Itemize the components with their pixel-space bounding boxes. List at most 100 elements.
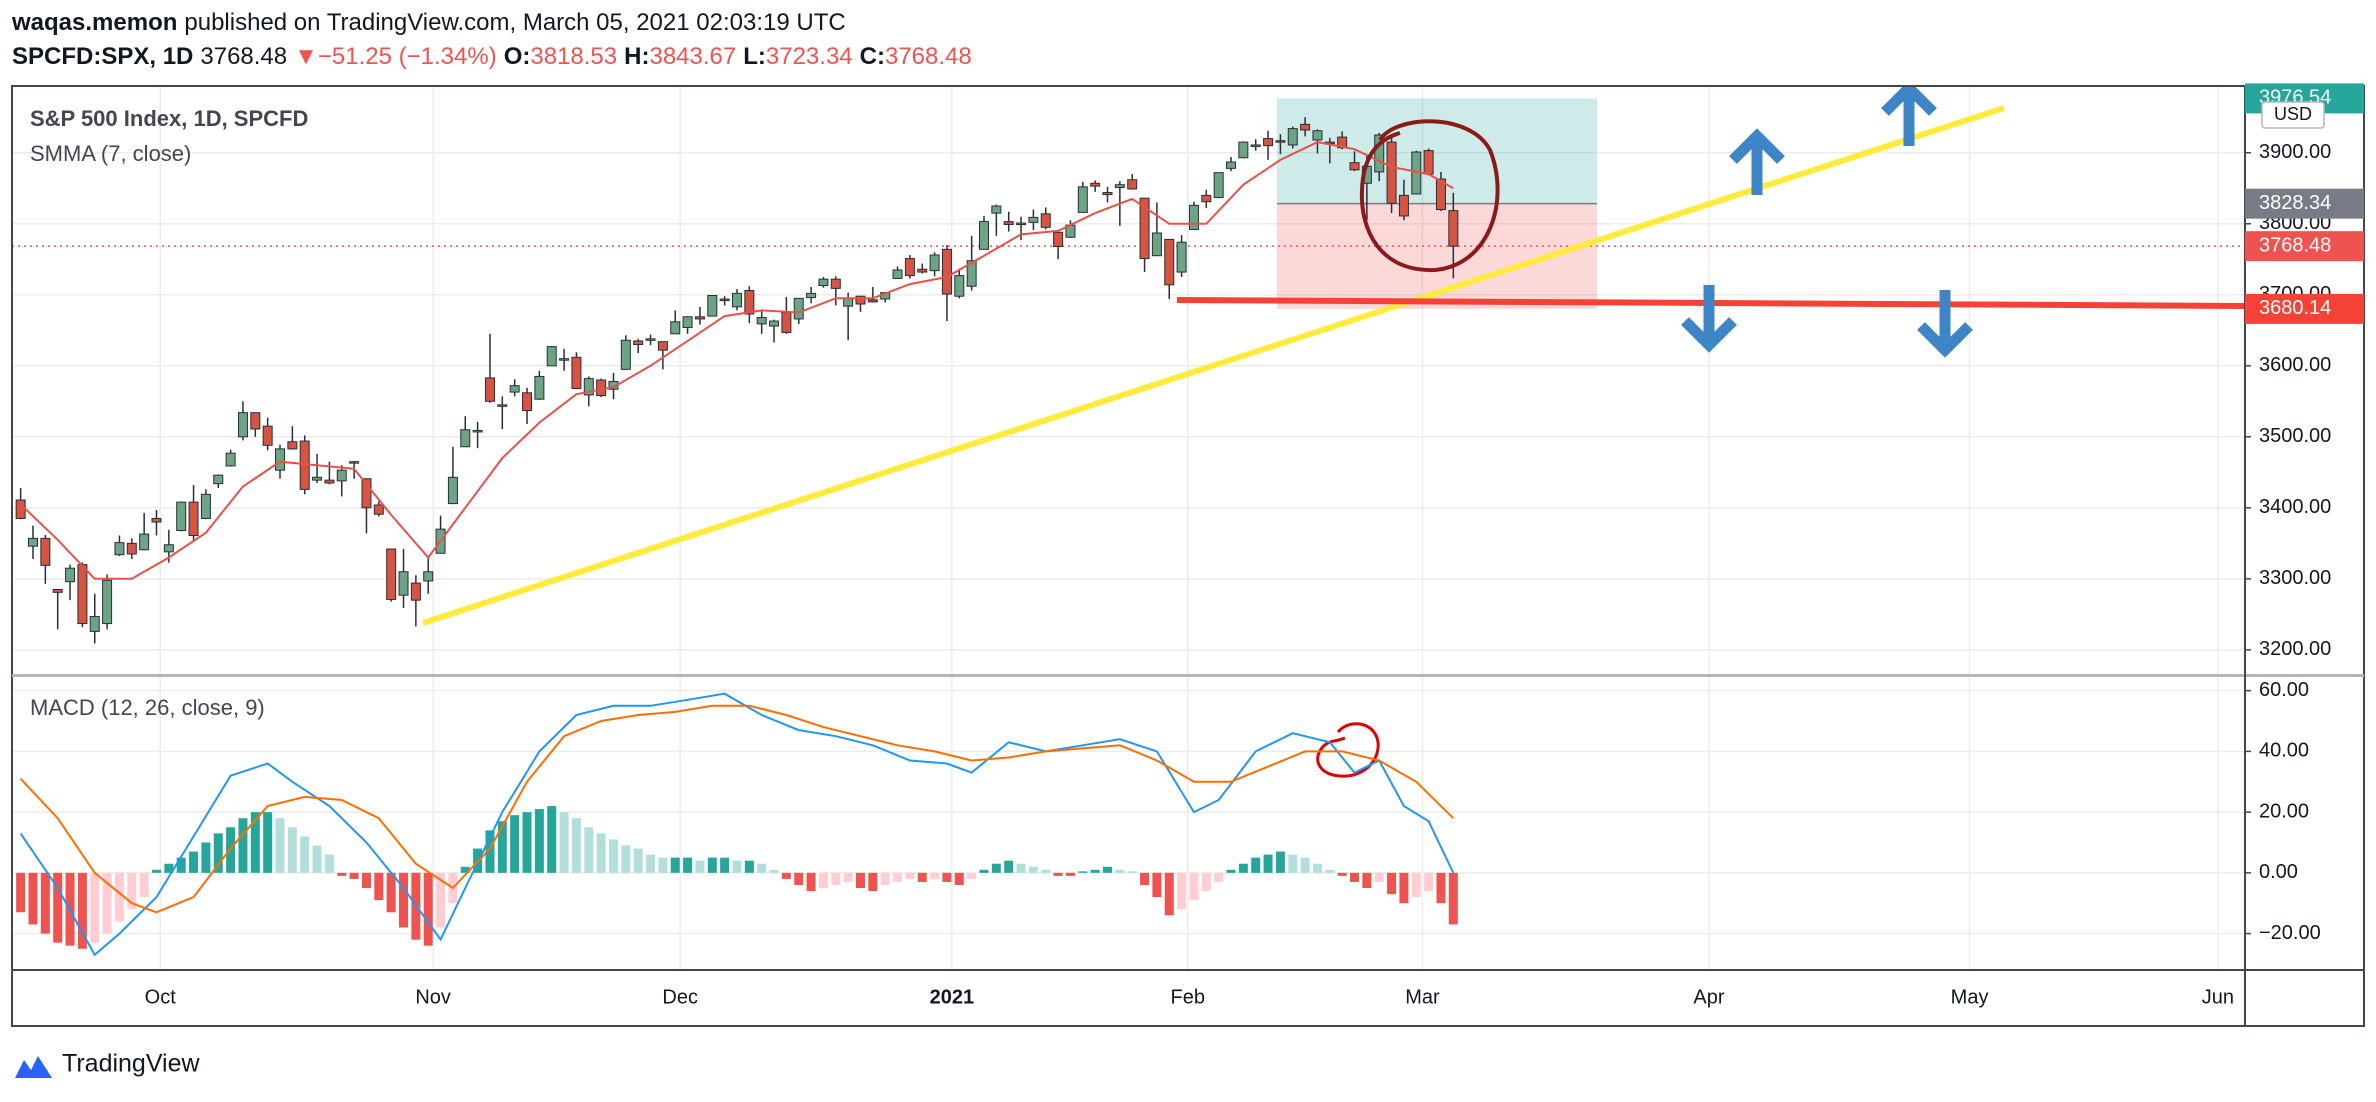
- histogram-bar: [1053, 872, 1063, 876]
- histogram-bar: [1115, 869, 1125, 873]
- histogram-bar: [1251, 857, 1261, 873]
- candle-body: [40, 537, 51, 566]
- candle-body: [1374, 134, 1385, 173]
- candle-body: [139, 533, 150, 551]
- histogram-bar: [880, 872, 890, 885]
- candle-body: [102, 579, 113, 625]
- candle-body: [114, 542, 125, 556]
- histogram-bar: [979, 869, 989, 873]
- histogram-bar: [695, 860, 705, 873]
- histogram-bar: [1127, 871, 1137, 873]
- candle-body: [77, 564, 88, 625]
- histogram-bar: [1374, 872, 1384, 882]
- candle-body: [1238, 141, 1249, 159]
- histogram-bar: [510, 815, 520, 873]
- candle-body: [1077, 186, 1088, 213]
- candle-body: [1226, 161, 1237, 169]
- histogram-bar: [769, 869, 779, 873]
- histogram-bar: [1090, 869, 1100, 873]
- price-label: 3768.48: [2259, 234, 2331, 256]
- histogram-bar: [485, 830, 495, 873]
- histogram-bar: [1016, 863, 1026, 873]
- histogram-bar: [189, 851, 199, 873]
- price-label-box: [2245, 293, 2364, 324]
- candle-body: [633, 340, 644, 345]
- candle-body: [15, 499, 26, 519]
- price-pane: [12, 98, 2245, 644]
- candle-body: [1114, 184, 1125, 189]
- histogram-bar: [436, 872, 446, 928]
- candle-body: [1201, 194, 1212, 203]
- macd-pane: [16, 692, 1458, 957]
- candle-body: [719, 298, 730, 302]
- candle-body: [237, 412, 248, 438]
- candle-body: [744, 290, 755, 315]
- y-tick-label: 3900.00: [2259, 141, 2331, 163]
- histogram-bar: [1263, 854, 1273, 873]
- candle-body: [929, 254, 940, 272]
- candle-body: [781, 312, 792, 333]
- histogram-bar: [423, 872, 433, 946]
- histogram-bar: [646, 854, 656, 873]
- currency: USD: [2274, 104, 2312, 124]
- down-arrow: [1681, 285, 1737, 353]
- published: published on TradingView.com, March 05, …: [184, 9, 846, 36]
- histogram-bar: [584, 827, 594, 873]
- candle-body: [1275, 140, 1286, 143]
- ohlc-key: O:: [503, 43, 531, 70]
- histogram-bar: [1399, 872, 1409, 904]
- candle-body: [163, 544, 174, 553]
- y-tick-label: 40.00: [2259, 740, 2309, 762]
- histogram-bar: [201, 842, 211, 873]
- candle-body: [843, 297, 854, 307]
- candle-body: [620, 339, 631, 370]
- histogram-bar: [1140, 872, 1150, 885]
- histogram-bar: [324, 854, 334, 873]
- x-tick-label: Oct: [145, 986, 177, 1008]
- histogram-bar: [1424, 872, 1434, 892]
- candle-body: [769, 320, 780, 327]
- histogram-bar: [1312, 863, 1322, 873]
- price-label-box: [2245, 188, 2364, 219]
- histogram-bar: [1152, 872, 1162, 898]
- histogram-bar: [1238, 863, 1248, 873]
- histogram-bar: [683, 857, 693, 873]
- histogram-bar: [621, 845, 631, 873]
- histogram-bar: [757, 863, 767, 873]
- histogram-bar: [460, 866, 470, 873]
- symbol: SPCFD:SPX, 1D: [12, 43, 194, 70]
- x-tick-label: Jun: [2202, 986, 2234, 1008]
- candle-body: [213, 474, 224, 485]
- histogram-bar: [1078, 871, 1088, 873]
- histogram-bar: [571, 818, 581, 873]
- candle-body: [287, 441, 298, 450]
- up-arrow: [1729, 128, 1785, 195]
- histogram-bar: [77, 872, 87, 949]
- histogram-bar: [102, 872, 112, 934]
- histogram-bar: [1189, 872, 1199, 901]
- candle-body: [27, 537, 38, 547]
- candle-body: [855, 295, 866, 305]
- author: waqas.memon: [12, 9, 178, 36]
- candle-body: [1016, 222, 1027, 226]
- change: −51.25 (−1.34%): [317, 43, 497, 70]
- histogram-bar: [534, 809, 544, 873]
- histogram-bar: [386, 872, 396, 913]
- candle-body: [460, 429, 471, 448]
- candle-body: [410, 582, 421, 601]
- footer: TradingView: [15, 1050, 201, 1078]
- candle-body: [892, 269, 903, 279]
- ohlc-value: 3843.67: [649, 43, 737, 70]
- candle-body: [52, 588, 63, 593]
- histogram-bar: [744, 860, 754, 873]
- candle-body: [497, 404, 508, 407]
- candle-body: [991, 205, 1002, 214]
- histogram-bar: [300, 836, 310, 873]
- axes: S&P 500 Index, 1D, SPCFD SMMA (7, close)…: [11, 83, 2365, 1027]
- candle-body: [1040, 213, 1051, 228]
- histogram-bar: [90, 872, 100, 943]
- candle-body: [670, 321, 681, 335]
- histogram-bar: [1337, 872, 1347, 876]
- histogram-bar: [967, 872, 977, 879]
- y-tick-label: −20.00: [2259, 922, 2321, 944]
